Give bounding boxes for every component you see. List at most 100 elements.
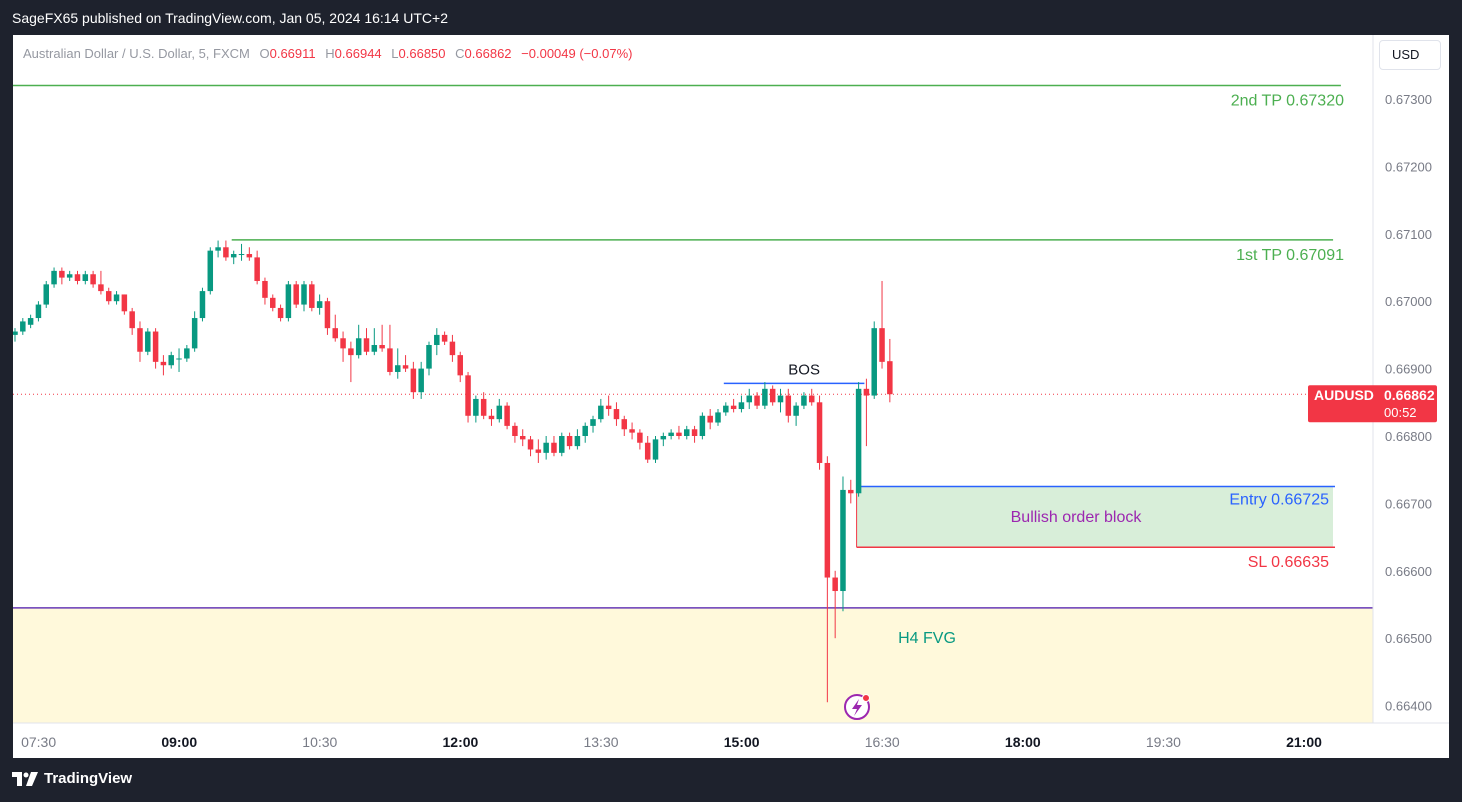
- footer-brand[interactable]: TradingView: [12, 770, 132, 787]
- high-label: H: [325, 46, 335, 61]
- price-tag-bg: [1308, 385, 1437, 423]
- y-tick-label: 0.67200: [1385, 159, 1432, 174]
- candle-body: [176, 358, 182, 360]
- candle-body: [855, 388, 862, 494]
- candle-body: [707, 415, 713, 423]
- candle-body: [137, 328, 143, 352]
- candle-body: [863, 388, 870, 396]
- candle-body: [98, 284, 104, 292]
- candle-body: [215, 247, 221, 251]
- candle-body: [13, 331, 18, 335]
- candle-body: [184, 348, 190, 359]
- tp-label: 1st TP 0.67091: [1236, 247, 1344, 264]
- candle-body: [20, 321, 26, 332]
- candle-body: [574, 436, 581, 447]
- candle-body: [723, 405, 729, 413]
- x-tick-label: 09:00: [161, 734, 197, 750]
- close-label: C: [455, 46, 465, 61]
- candle-body: [340, 338, 346, 349]
- candle-body: [676, 432, 682, 436]
- x-tick-label: 12:00: [443, 734, 479, 750]
- candle-body: [777, 395, 784, 403]
- candle-body: [285, 284, 292, 319]
- candle-body: [848, 489, 854, 494]
- x-tick-label: 16:30: [865, 734, 900, 750]
- candle-body: [35, 304, 42, 319]
- candle-body: [402, 365, 409, 369]
- open-value: 0.66911: [269, 46, 316, 61]
- candle-body: [246, 254, 253, 258]
- candle-body: [668, 432, 674, 436]
- candle-body: [66, 274, 73, 278]
- candle-body: [785, 395, 792, 416]
- candle-body: [129, 311, 135, 329]
- chart-frame[interactable]: Bullish order block H4 FVG 2nd TP 0.67320 1…: [13, 35, 1449, 758]
- candle-body: [449, 341, 456, 356]
- ohlc-legend: Australian Dollar / U.S. Dollar, 5, FXCM…: [23, 46, 632, 61]
- candle-body: [879, 328, 885, 362]
- sl-label: SL 0.66635: [1248, 554, 1329, 571]
- x-tick-label: 13:30: [583, 734, 618, 750]
- low-label: L: [391, 46, 399, 61]
- candle-body: [605, 405, 612, 410]
- candle-body: [301, 284, 307, 305]
- candle-body: [496, 405, 503, 420]
- candle-body: [90, 274, 96, 285]
- price-chart[interactable]: Bullish order block H4 FVG 2nd TP 0.67320 1…: [13, 35, 1449, 758]
- candle-body: [488, 415, 495, 420]
- candle-body: [324, 301, 331, 329]
- candle-body: [394, 365, 401, 372]
- symbol-description: Australian Dollar / U.S. Dollar, 5, FXCM: [23, 46, 250, 61]
- candle-body: [808, 395, 815, 403]
- candle-body: [644, 442, 651, 460]
- tp-label: 2nd TP 0.67320: [1231, 93, 1344, 110]
- candle-body: [504, 405, 510, 426]
- close-value: 0.66862: [464, 46, 512, 61]
- candle-body: [309, 284, 315, 308]
- candle-body: [355, 338, 362, 356]
- entry-label: Entry 0.66725: [1229, 492, 1329, 509]
- candle-body: [113, 294, 120, 302]
- x-tick-label: 07:30: [21, 734, 56, 750]
- x-tick-label: 19:30: [1146, 734, 1181, 750]
- candle-body: [121, 294, 128, 312]
- candle-body: [230, 254, 237, 258]
- candle-body: [832, 577, 838, 592]
- candle-body: [410, 368, 417, 393]
- candle-body: [519, 436, 526, 440]
- candle-body: [629, 429, 635, 433]
- candle-body: [434, 334, 440, 346]
- candle-body: [613, 409, 620, 420]
- candle-body: [652, 439, 659, 460]
- candle-body: [535, 449, 542, 453]
- high-value: 0.66944: [334, 46, 382, 61]
- candle-body: [551, 442, 557, 453]
- candle-body: [480, 398, 487, 416]
- candle-body: [473, 398, 479, 416]
- y-tick-label: 0.67100: [1385, 227, 1432, 242]
- candle-body: [801, 395, 807, 406]
- y-tick-label: 0.66500: [1385, 631, 1432, 646]
- candle-body: [871, 328, 877, 396]
- x-tick-label: 10:30: [302, 734, 337, 750]
- candle-body: [738, 402, 745, 410]
- open-label: O: [259, 46, 270, 61]
- currency-button[interactable]: USD: [1379, 40, 1441, 70]
- candle-body: [637, 432, 643, 443]
- candle-body: [371, 345, 378, 352]
- candle-body: [590, 419, 596, 426]
- candle-body: [699, 415, 706, 436]
- candle-body: [527, 439, 534, 450]
- lightning-icon-bolt: [852, 699, 862, 716]
- candle-body: [543, 442, 549, 453]
- candle-body: [715, 412, 721, 423]
- candle-body: [582, 425, 588, 436]
- publisher-banner: SageFX65 published on TradingView.com, J…: [12, 10, 448, 26]
- candle-body: [293, 284, 299, 305]
- candle-body: [152, 331, 159, 362]
- candle-body: [316, 301, 323, 308]
- fvg-label: H4 FVG: [898, 630, 956, 647]
- candle-body: [426, 345, 432, 369]
- fvg-zone: [13, 607, 1373, 726]
- candle-body: [363, 338, 370, 352]
